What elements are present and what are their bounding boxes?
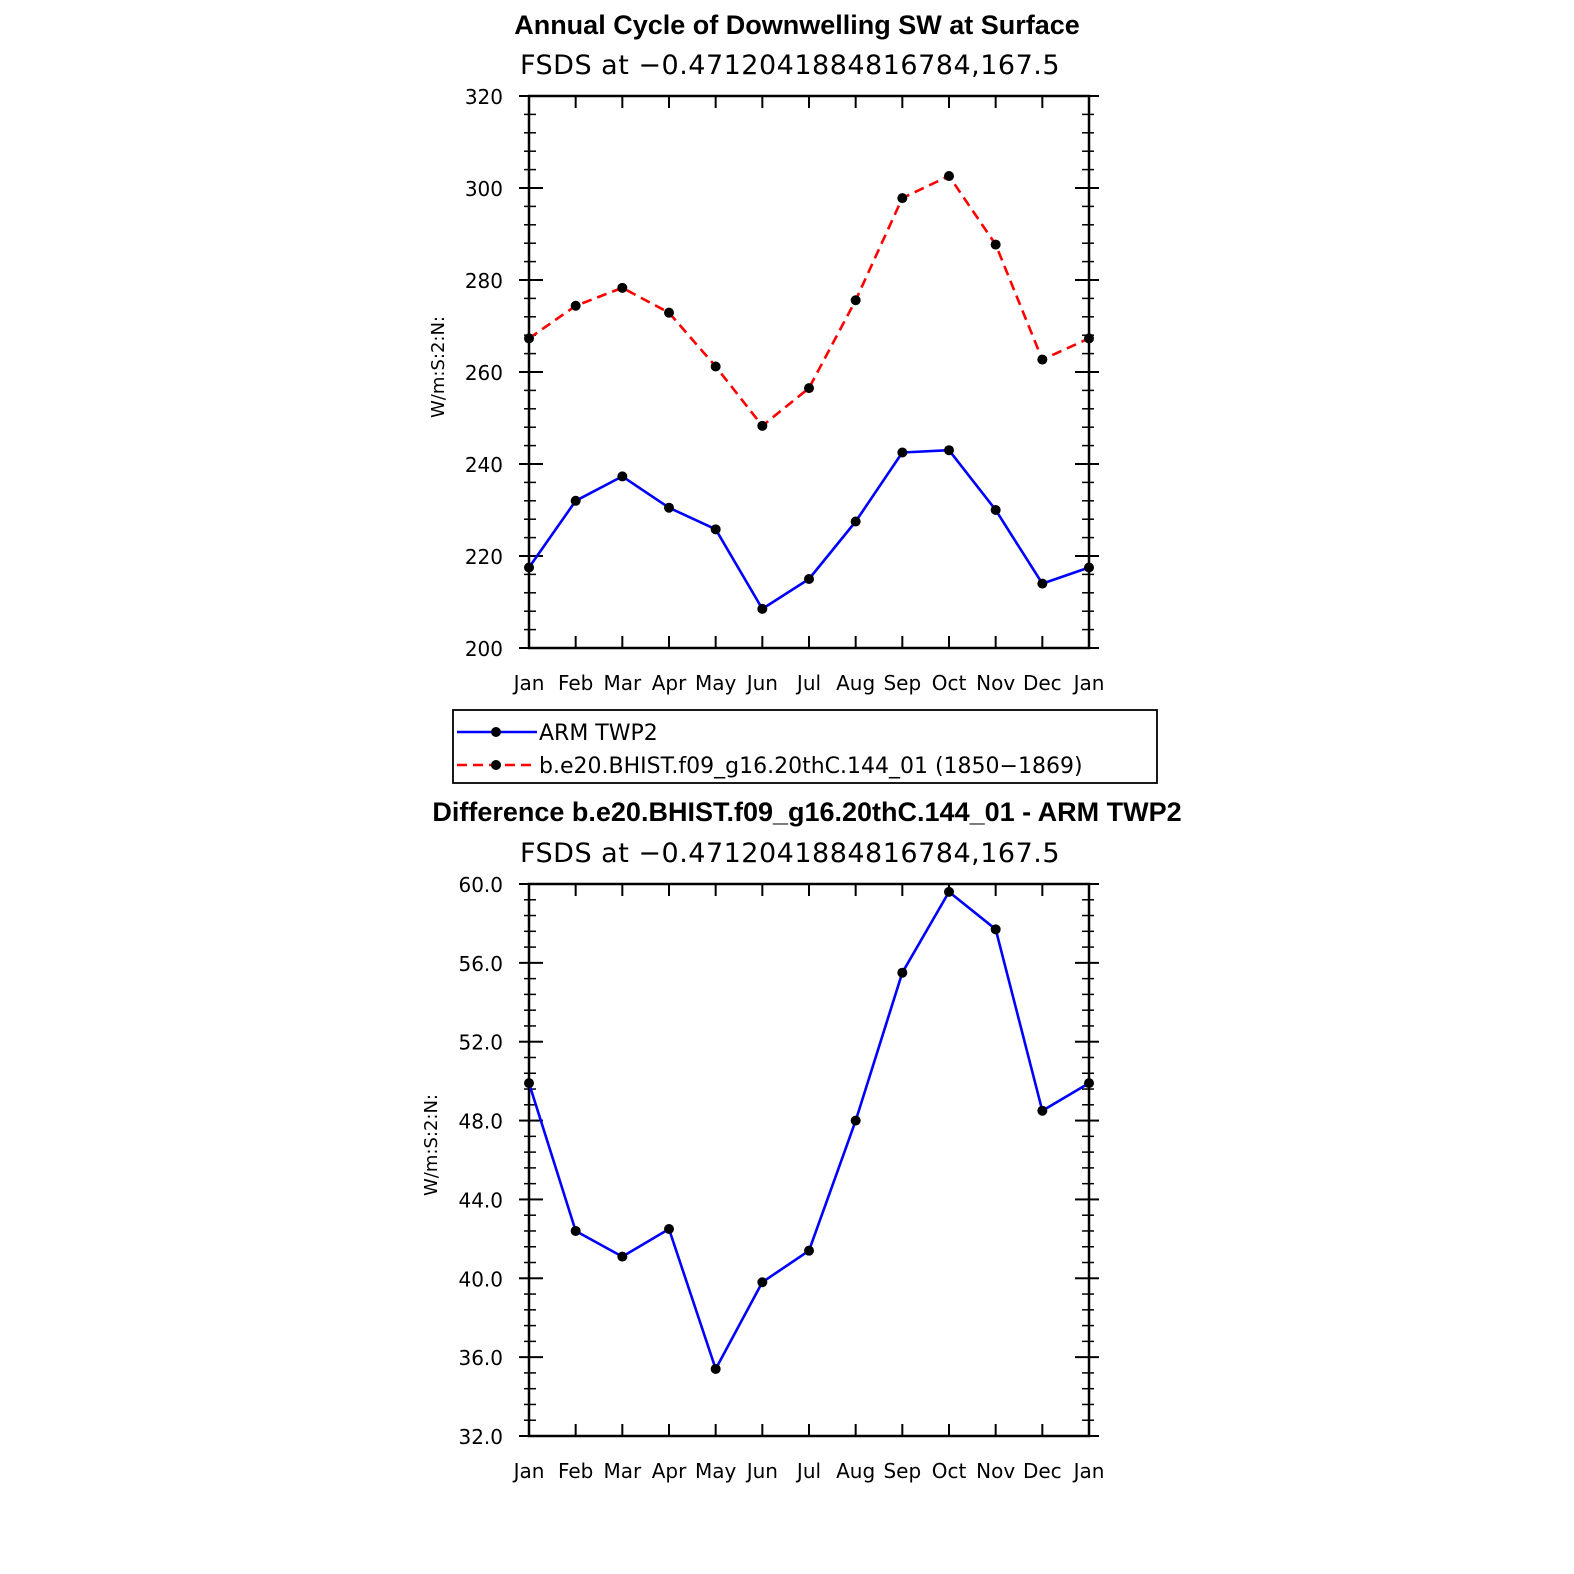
y-tick-label: 220 xyxy=(465,545,503,569)
data-point xyxy=(1037,1105,1048,1116)
y-tick-label: 52.0 xyxy=(458,1031,503,1055)
data-point xyxy=(757,603,768,614)
y-tick-label: 40.0 xyxy=(458,1267,503,1291)
x-tick-label: May xyxy=(695,671,737,695)
y-tick-label: 320 xyxy=(465,85,503,109)
legend-label-model: b.e20.BHIST.f09_g16.20thC.144_01 (1850−1… xyxy=(539,754,1083,779)
x-tick-label: Jun xyxy=(745,1459,778,1483)
difference-chart: Difference b.e20.BHIST.f09_g16.20thC.144… xyxy=(421,797,1182,1483)
data-point xyxy=(617,1251,628,1262)
legend-marker-model xyxy=(491,760,501,770)
x-tick-label: Jul xyxy=(795,1459,821,1483)
x-tick-label: Feb xyxy=(558,1459,593,1483)
legend-box xyxy=(452,709,1158,784)
plot-frame xyxy=(527,94,1091,650)
x-tick-label: Mar xyxy=(603,671,642,695)
series-line-0 xyxy=(527,448,1090,611)
x-tick-label: Sep xyxy=(883,671,921,695)
data-point xyxy=(664,1224,674,1234)
data-point xyxy=(990,924,1001,935)
x-tick-label: May xyxy=(695,1459,737,1483)
legend-label-arm-twp2: ARM TWP2 xyxy=(539,721,658,746)
x-tick-label: Nov xyxy=(976,1459,1015,1483)
y-tick-label: 48.0 xyxy=(458,1110,503,1134)
data-point xyxy=(710,361,721,372)
data-point xyxy=(570,1225,581,1236)
y-tick-label: 240 xyxy=(465,453,503,477)
x-tick-label: Apr xyxy=(652,671,687,695)
data-point xyxy=(944,886,954,897)
x-tick-label: Jan xyxy=(1072,1459,1105,1483)
y-tick-label: 44.0 xyxy=(458,1188,503,1212)
x-tick-label: Jan xyxy=(512,1459,545,1483)
y-tick-label: 56.0 xyxy=(458,952,503,976)
y-tick-label: 200 xyxy=(465,637,503,661)
data-point xyxy=(524,333,534,344)
data-point xyxy=(897,967,908,978)
data-point xyxy=(944,171,954,182)
x-tick-label: Jan xyxy=(512,671,545,695)
chart-subtitle: FSDS at −0.4712041884816784,167.5 xyxy=(520,50,1060,81)
series-line-0 xyxy=(527,890,1090,1371)
data-point xyxy=(570,495,581,506)
chart-title: Annual Cycle of Downwelling SW at Surfac… xyxy=(514,10,1080,40)
data-point xyxy=(757,1277,768,1288)
data-point xyxy=(1084,1078,1094,1089)
data-point xyxy=(617,282,628,293)
legend-marker-arm-twp2 xyxy=(491,727,501,737)
data-point xyxy=(850,295,861,306)
y-tick-label: 300 xyxy=(465,177,503,201)
x-tick-label: Jun xyxy=(745,671,778,695)
data-point xyxy=(1037,578,1048,589)
data-point xyxy=(710,1363,721,1374)
legend: ARM TWP2 b.e20.BHIST.f09_g16.20thC.144_0… xyxy=(452,709,1158,784)
y-axis-label: W/m:S:2:N: xyxy=(421,1094,442,1196)
data-point xyxy=(617,471,628,482)
data-point xyxy=(897,193,908,204)
data-point xyxy=(990,505,1001,515)
y-axis-label: W/m:S:2:N: xyxy=(428,316,449,418)
data-point xyxy=(664,307,674,318)
data-point xyxy=(664,502,674,513)
y-tick-label: 60.0 xyxy=(458,873,503,897)
data-point xyxy=(524,1078,534,1089)
x-tick-label: Mar xyxy=(603,1459,642,1483)
x-tick-label: Nov xyxy=(976,671,1015,695)
x-tick-label: Jan xyxy=(1072,671,1105,695)
data-point xyxy=(850,516,861,527)
annual-cycle-chart: Annual Cycle of Downwelling SW at Surfac… xyxy=(428,10,1104,695)
data-point xyxy=(757,420,768,431)
chart-title: Difference b.e20.BHIST.f09_g16.20thC.144… xyxy=(432,797,1181,827)
data-point xyxy=(804,1245,814,1256)
x-tick-label: Feb xyxy=(558,671,593,695)
x-tick-label: Jul xyxy=(795,671,821,695)
x-tick-label: Apr xyxy=(652,1459,687,1483)
y-tick-label: 36.0 xyxy=(458,1346,503,1370)
data-point xyxy=(804,383,814,394)
data-point xyxy=(1084,333,1094,344)
x-tick-label: Dec xyxy=(1023,1459,1062,1483)
data-point xyxy=(804,574,814,584)
x-tick-label: Aug xyxy=(836,671,875,695)
data-point xyxy=(524,562,534,573)
x-tick-label: Sep xyxy=(883,1459,921,1483)
data-point xyxy=(944,445,954,456)
x-tick-label: Oct xyxy=(932,671,967,695)
y-tick-label: 260 xyxy=(465,361,503,385)
data-point xyxy=(990,239,1001,250)
data-point xyxy=(1037,354,1048,365)
chart-subtitle: FSDS at −0.4712041884816784,167.5 xyxy=(520,838,1060,869)
y-tick-label: 32.0 xyxy=(458,1425,503,1449)
x-tick-label: Dec xyxy=(1023,671,1062,695)
data-point xyxy=(850,1115,861,1126)
x-tick-label: Oct xyxy=(932,1459,967,1483)
data-point xyxy=(570,300,581,311)
x-tick-label: Aug xyxy=(836,1459,875,1483)
y-tick-label: 280 xyxy=(465,269,503,293)
data-point xyxy=(710,524,721,535)
data-point xyxy=(897,447,908,458)
data-point xyxy=(1084,562,1094,573)
